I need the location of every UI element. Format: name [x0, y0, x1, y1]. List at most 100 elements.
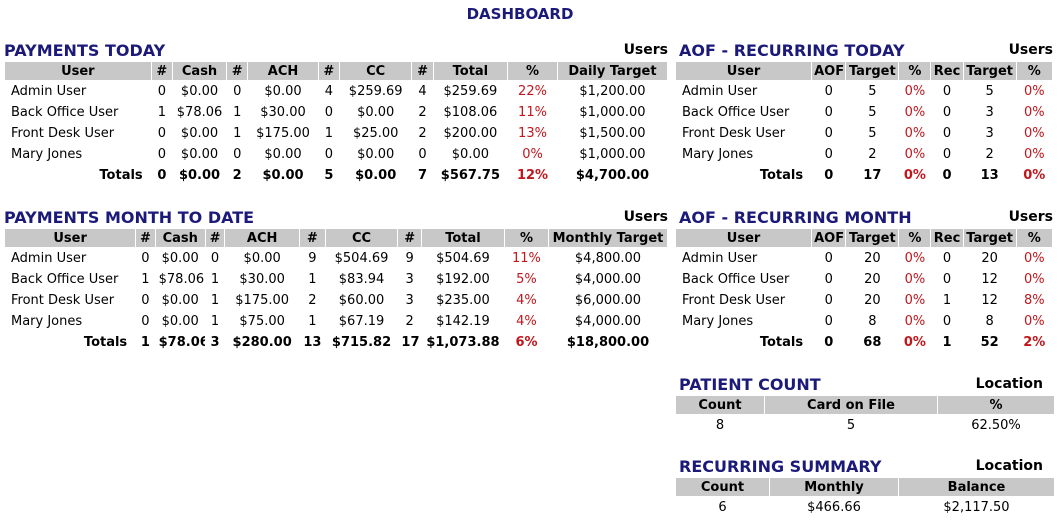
cash-cell: $0.00: [178, 167, 221, 183]
target-cell: 5: [868, 104, 877, 120]
count-header: Count: [676, 478, 769, 496]
aof-today-panel: AOF - RECURRING TODAY Users User AOF Targe…: [675, 41, 1053, 186]
total-cell: $142.19: [436, 313, 490, 329]
total-cell: $192.00: [436, 271, 490, 287]
user-name-cell: Mary Jones: [11, 313, 83, 329]
count-cell: 1: [210, 313, 220, 329]
percent-header: %: [1016, 229, 1052, 247]
percent-cell: 0%: [903, 334, 926, 350]
monthly-target-cell: $4,000.00: [574, 313, 642, 329]
ach-cell: $75.00: [239, 313, 285, 329]
total-cell: $0.00: [451, 146, 489, 162]
aof-cell: 0: [824, 334, 834, 350]
table-row: Mary Jones 0 2 0% 0 2 0%: [676, 144, 1052, 164]
count-cell: 0: [210, 250, 220, 266]
count-cell: 13: [303, 334, 322, 350]
percent-header: %: [899, 229, 931, 247]
ach-header: ACH: [225, 229, 300, 247]
count-cell: 1: [140, 334, 150, 350]
rec-cell: 0: [942, 250, 952, 266]
count-cell: 1: [308, 271, 317, 287]
count-header: #: [205, 229, 225, 247]
count-cell: 3: [210, 334, 220, 350]
rec-cell: 0: [942, 146, 952, 162]
cash-cell: $78.06: [176, 104, 223, 120]
count-cell: 1: [141, 271, 150, 287]
cash-cell: $0.00: [161, 313, 199, 329]
percent-cell: 0%: [1023, 104, 1045, 120]
percent-cell: 0%: [904, 271, 926, 287]
aof-today-table: User AOF Target% Rec Target% Admin User 0 5 0% 0…: [675, 61, 1053, 186]
aof-cell: 0: [824, 146, 833, 162]
table-row: Mary Jones 0 $0.00 0 $0.00 0 $0.00 0 $0.00 0% $1,0…: [5, 144, 667, 164]
rec-cell: 1: [942, 334, 952, 350]
filter-label[interactable]: Users: [1008, 42, 1053, 58]
target-header: Target: [846, 229, 899, 247]
monthly-target-cell: $18,800.00: [566, 334, 650, 350]
panel-header: AOF - RECURRING MONTH Users: [675, 208, 1053, 228]
count-cell: 0: [324, 146, 333, 162]
patient-count-panel: PATIENT COUNT Location Count Card on File…: [675, 375, 1054, 436]
daily-target-cell: $1,000.00: [579, 104, 646, 120]
ach-cell: $175.00: [235, 292, 290, 308]
percent-cell: 0%: [522, 146, 543, 162]
user-name-cell: Admin User: [11, 83, 87, 99]
count-cell: 17: [401, 334, 420, 350]
percent-cell: 0%: [904, 313, 926, 329]
percent-header: %: [899, 62, 931, 80]
aof-cell: 0: [824, 271, 833, 287]
count-header: Count: [676, 396, 764, 414]
cash-cell: $78.06: [158, 334, 205, 350]
monthly-header: Monthly: [770, 478, 898, 496]
aof-month-table: User AOF Target% Rec Target% Admin User 0 20 0%…: [675, 228, 1053, 353]
balance-header: Balance: [899, 478, 1054, 496]
filter-label[interactable]: Users: [623, 209, 668, 225]
ach-cell: $0.00: [262, 167, 304, 183]
count-cell: 0: [141, 292, 150, 308]
aof-cell: 0: [824, 104, 833, 120]
header-row: User AOF Target% Rec Target%: [676, 62, 1052, 80]
totals-label: Totals: [83, 334, 128, 350]
filter-label[interactable]: Users: [1008, 209, 1053, 225]
ach-cell: $280.00: [232, 334, 292, 350]
count-cell: 0: [233, 146, 242, 162]
aof-header: AOF: [812, 62, 846, 80]
monthly-target-cell: $4,000.00: [574, 271, 642, 287]
count-cell: 0: [324, 104, 333, 120]
target-cell: 20: [864, 292, 881, 308]
payments-today-panel: PAYMENTS TODAY Users User # Cash # ACH # CC # To…: [4, 41, 668, 186]
user-name-cell: Mary Jones: [682, 146, 754, 162]
count-cell: 0: [141, 313, 150, 329]
target-cell: 20: [864, 250, 881, 266]
count-cell: 2: [232, 167, 242, 183]
count-cell: 8: [715, 417, 725, 433]
payments-month-panel: PAYMENTS MONTH TO DATE Users User # Cash # A…: [4, 208, 668, 353]
header-row: User # Cash # ACH # CC # Total% Monthly Target: [5, 229, 667, 247]
panel-title: RECURRING SUMMARY: [679, 457, 882, 476]
user-name-cell: Mary Jones: [682, 313, 754, 329]
filter-label[interactable]: Location: [975, 458, 1043, 474]
cash-cell: $0.00: [180, 125, 219, 141]
percent-cell: 0%: [904, 250, 926, 266]
target-cell: 5: [868, 125, 877, 141]
panel-header: PATIENT COUNT Location: [675, 375, 1053, 395]
filter-label[interactable]: Users: [623, 42, 668, 58]
percent-cell: 0%: [1023, 313, 1045, 329]
ach-cell: $30.00: [239, 271, 285, 287]
count-cell: 3: [405, 271, 414, 287]
count-cell: 0: [157, 83, 166, 99]
filter-label[interactable]: Location: [975, 376, 1043, 392]
totals-row: Totals 0 $0.00 2 $0.00 5 $0.00 7 $567.75 12% $4,70…: [5, 165, 667, 185]
table-row: Front Desk User 0 $0.00 1 $175.00 2 $60.00 3 $23…: [5, 290, 667, 310]
target-cell: 3: [985, 125, 994, 141]
table-row: Back Office User 0 5 0% 0 3 0%: [676, 102, 1052, 122]
table-row: Mary Jones 0 8 0% 0 8 0%: [676, 311, 1052, 331]
percent-cell: 6%: [515, 334, 538, 350]
total-header: Total: [421, 229, 504, 247]
table-row: 6 $466.66 $2,117.50: [676, 497, 1054, 517]
percent-cell: 0%: [1023, 250, 1045, 266]
percent-header: %: [504, 229, 548, 247]
table-row: Admin User 0 $0.00 0 $0.00 4 $259.69 4 $259.69 22…: [5, 81, 667, 101]
header-row: User # Cash # ACH # CC # Total% Daily Target: [5, 62, 667, 80]
cash-cell: $0.00: [180, 146, 219, 162]
